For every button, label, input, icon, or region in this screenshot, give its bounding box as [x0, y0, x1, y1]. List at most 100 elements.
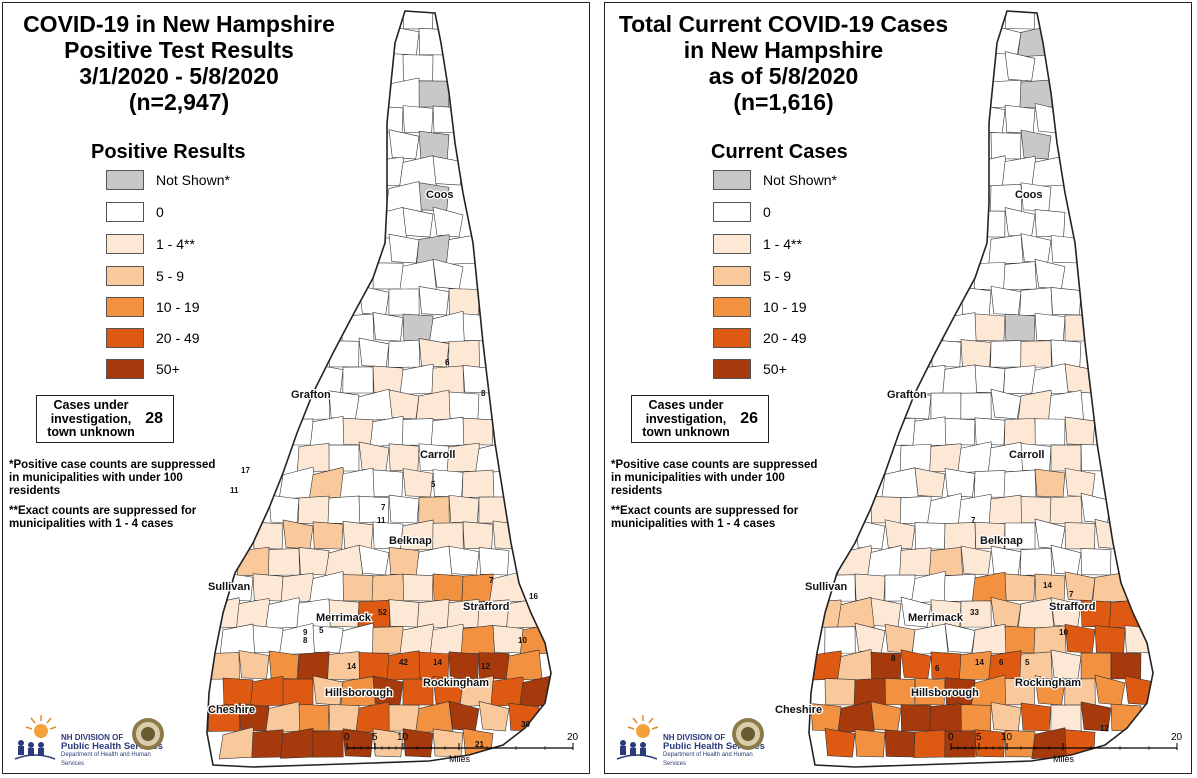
legend-label: 50+ [763, 361, 787, 377]
town-count: 12 [1100, 724, 1109, 733]
state-seal [131, 717, 165, 756]
county-label: Belknap [389, 535, 432, 547]
title-line-3: 3/1/2020 - 5/8/2020 [79, 63, 279, 89]
logo-line: Public Health Services [61, 741, 163, 752]
title-line-1: COVID-19 in New Hampshire [23, 11, 335, 37]
town-count: 8 [303, 636, 308, 645]
legend-swatch [713, 297, 751, 317]
logo-line: Department of Health and Human Services [61, 752, 151, 767]
legend-label: Not Shown* [156, 172, 230, 188]
scale-tick: 20 [1171, 732, 1183, 743]
town-count: 5 [319, 626, 324, 635]
legend-swatch [106, 266, 144, 286]
county-labels: Coos Grafton Carroll Belknap Sullivan Me… [775, 188, 1097, 718]
legend-item-10-19: 10 - 19 [713, 296, 807, 318]
county-label: Grafton [291, 389, 331, 401]
scale-tick: 10 [1001, 732, 1013, 743]
unknown-town-label: Cases under investigation, town unknown [47, 398, 135, 439]
town-count: 7 [1069, 590, 1074, 599]
legend-swatch [713, 202, 751, 222]
town-count: 14 [1043, 581, 1052, 590]
nh-dphs-logo: NH DIVISION OF Public Health Services De… [615, 715, 775, 767]
county-label: Rockingham [423, 677, 489, 689]
legend-swatch [106, 359, 144, 379]
legend-swatch [713, 266, 751, 286]
legend-swatch [713, 359, 751, 379]
town-count: 14 [347, 662, 356, 671]
town-count: 7 [971, 516, 976, 525]
legend-label: 20 - 49 [156, 330, 200, 346]
map-shapes [206, 10, 552, 768]
county-label: Carroll [1009, 449, 1044, 461]
legend-swatch [106, 234, 144, 254]
legend-title: Current Cases [711, 141, 848, 163]
town-count-labels: 6 8 17 11 5 7 11 52 14 42 5 10 30 21 16 … [230, 358, 538, 749]
legend-item-5-9: 5 - 9 [106, 265, 184, 287]
title-line-4: (n=2,947) [128, 89, 230, 115]
county-label: Coos [1015, 189, 1043, 201]
scale-tick: 0 [344, 732, 350, 743]
state-seal-icon [132, 718, 164, 750]
town-count: 6 [999, 658, 1004, 667]
legend-swatch [713, 234, 751, 254]
title-line-4: (n=1,616) [733, 89, 834, 115]
legend-item-zero: 0 [106, 201, 164, 223]
title-line-2: Positive Test Results [64, 37, 294, 63]
legend-item-not-shown: Not Shown* [106, 169, 230, 191]
town-count: 6 [445, 358, 450, 367]
town-count: 5 [431, 480, 436, 489]
town-count: 17 [241, 466, 250, 475]
legend-item-zero: 0 [713, 201, 771, 223]
town-count: 10 [1059, 628, 1068, 637]
state-seal [731, 717, 765, 756]
map-shapes [808, 10, 1154, 768]
county-label: Grafton [887, 389, 927, 401]
county-label: Coos [426, 189, 454, 201]
legend-item-1-4: 1 - 4** [713, 233, 802, 255]
county-label: Cheshire [208, 704, 255, 716]
county-label: Rockingham [1015, 677, 1081, 689]
scale-tick: 5 [372, 732, 378, 743]
unknown-town-count: 28 [145, 410, 163, 427]
legend-swatch [106, 297, 144, 317]
sun-figures-icon [616, 715, 659, 760]
legend-item-20-49: 20 - 49 [106, 327, 200, 349]
logo-line: NH DIVISION OF [61, 733, 124, 742]
legend-label: Not Shown* [763, 172, 837, 188]
legend-label: 10 - 19 [763, 299, 807, 315]
legend-item-not-shown: Not Shown* [713, 169, 837, 191]
legend-label: 0 [156, 204, 164, 220]
county-label: Carroll [420, 449, 455, 461]
logo-line: NH DIVISION OF [663, 733, 726, 742]
legend-item-50-plus: 50+ [106, 358, 180, 380]
legend-swatch [106, 328, 144, 348]
legend-label: 1 - 4** [156, 236, 195, 252]
county-labels: Coos Grafton Carroll Belknap Sullivan Me… [207, 188, 511, 718]
town-count: 7 [489, 576, 494, 585]
title-line-2: in New Hampshire [683, 37, 884, 63]
unknown-town-label: Cases under investigation, town unknown [642, 398, 730, 439]
unknown-town-box: Cases under investigation, town unknown … [36, 395, 174, 443]
legend-item-50-plus: 50+ [713, 358, 787, 380]
county-label: Sullivan [805, 581, 847, 593]
legend-label: 20 - 49 [763, 330, 807, 346]
town-count: 11 [230, 486, 239, 495]
county-label: Strafford [463, 601, 509, 613]
footnote-suppressed-exact: **Exact counts are suppressed for munici… [611, 505, 799, 530]
town-count: 6 [935, 664, 940, 673]
legend-swatch [713, 328, 751, 348]
town-count: 42 [399, 658, 408, 667]
legend-label: 0 [763, 204, 771, 220]
town-count: 52 [378, 608, 387, 617]
scale-bar-graphic [346, 743, 574, 750]
unknown-town-count: 26 [740, 410, 758, 427]
town-count: 21 [475, 740, 484, 749]
logo-text: NH DIVISION OF Public Health Services De… [663, 733, 775, 769]
legend-item-20-49: 20 - 49 [713, 327, 807, 349]
county-label: Strafford [1049, 601, 1095, 613]
legend-item-5-9: 5 - 9 [713, 265, 791, 287]
nh-dphs-logo: NH DIVISION OF Public Health Services De… [13, 715, 173, 767]
nh-town-map: Coos Grafton Carroll Belknap Sullivan Me… [206, 10, 552, 768]
town-count: 10 [518, 636, 527, 645]
logo-line: Department of Health and Human Services [663, 752, 753, 767]
